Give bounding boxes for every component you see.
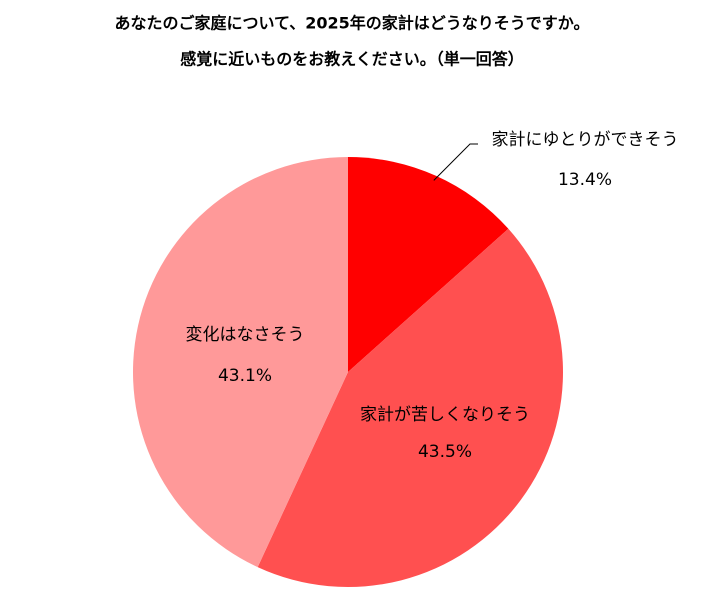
slice-label: 家計が苦しくなりそう: [360, 405, 530, 425]
leader-line: [433, 143, 478, 181]
pie-slice: [133, 157, 348, 568]
chart-title: あなたのご家庭について、2025年の家計はどうなりそうですか。: [115, 14, 590, 33]
value-label: 43.1%: [218, 366, 272, 386]
pie-slice: [257, 228, 563, 587]
pie-slice: [348, 157, 509, 372]
value-label: 13.4%: [558, 170, 612, 190]
chart-subtitle: 感覚に近いものをお教えください。（単一回答）: [180, 50, 524, 69]
slice-label: 変化はなさそう: [186, 325, 305, 345]
value-label: 43.5%: [418, 442, 472, 462]
slice-label: 家計にゆとりができそう: [492, 130, 679, 150]
